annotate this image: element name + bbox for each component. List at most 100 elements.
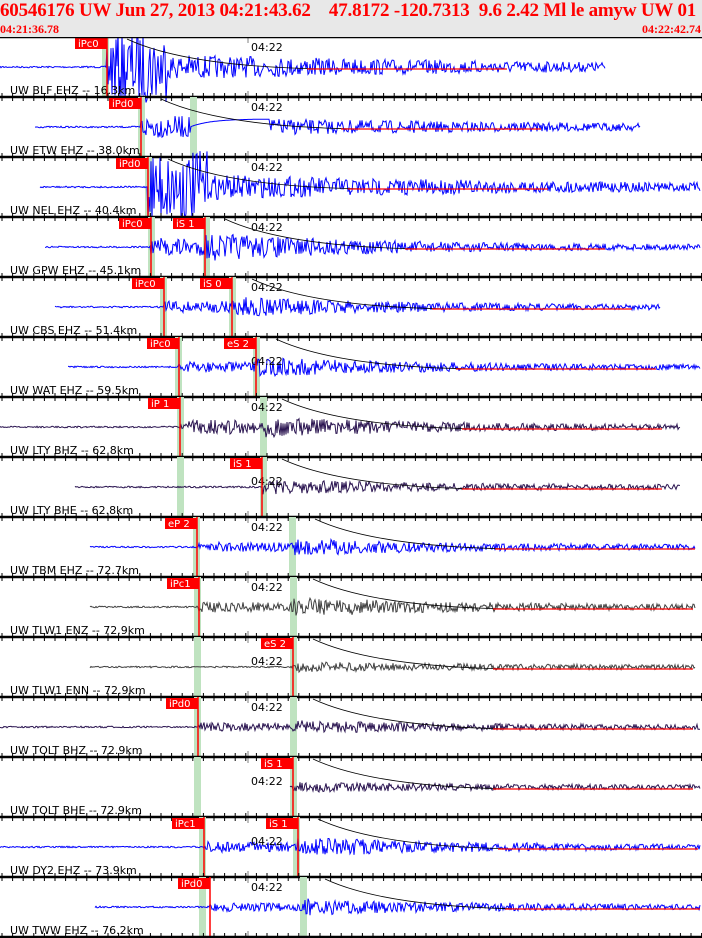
coda-curve [281, 398, 483, 430]
pick-label: iPc0 [122, 219, 143, 230]
pick-label: iS 1 [269, 819, 288, 830]
waveform-trace [74, 479, 680, 495]
pick-label: iS 1 [233, 459, 252, 470]
seismogram-panel: 04:22 UW BLF EHZ -- 16.3km iPc0 04:22 UW ETW… [0, 37, 702, 938]
pick-window [194, 757, 201, 817]
event-header: 60546176 UW Jun 27, 2013 04:21:43.62 47.… [0, 0, 702, 37]
pick-label: iPd0 [181, 879, 203, 890]
pick-label: iPc0 [135, 279, 156, 290]
station-label: UW TLW1 ENZ -- 72.9km [10, 624, 145, 637]
pick-label: iPd0 [119, 159, 141, 170]
pick-label: iPc1 [175, 819, 196, 830]
station-label: UW WAT EHZ -- 59.5km [10, 384, 139, 397]
coda-curve [312, 638, 514, 670]
axis-ticks [1, 93, 702, 101]
waveform-trace [34, 116, 641, 139]
waveform-trace [89, 538, 696, 556]
time-axis [0, 753, 702, 761]
coda-curve [126, 38, 328, 70]
pick-window [290, 697, 297, 757]
trace-row: 04:22 UW WAT EHZ -- 59.5km iPc0 eS 2 [0, 337, 702, 401]
station-label: UW TBM EHZ -- 72.7km [10, 564, 139, 577]
waveform-trace [68, 357, 701, 378]
minute-label: 04:22 [251, 655, 283, 668]
pick-label: iS 1 [264, 759, 283, 770]
waveform-trace [0, 837, 701, 856]
time-axis [0, 813, 702, 821]
time-axis [0, 513, 702, 521]
pick-label: iPc0 [150, 339, 171, 350]
pick-label: iPc0 [78, 39, 99, 50]
coda-curve [224, 218, 426, 250]
station-label: UW TLW1 ENN -- 72.9km [10, 684, 146, 697]
pick-label: iP 1 [151, 399, 169, 410]
time-axis [0, 693, 702, 701]
trace-row: 04:22 UW ETW EHZ -- 38.0km iPd0 [0, 97, 702, 161]
coda-curve [160, 98, 362, 130]
waveform-trace [44, 233, 701, 261]
trace-row: 04:22 UW TBM EHZ -- 72.7km eP 2 [0, 517, 702, 581]
waveform-trace [39, 151, 701, 221]
pick-flag [224, 338, 256, 349]
trace-row: 04:22 UW BLF EHZ -- 16.3km iPc0 [0, 37, 702, 103]
end-time: 04:22:42.74 [642, 22, 701, 36]
station-label: UW TOLT BHE -- 72.9km [10, 804, 142, 817]
time-axis [0, 873, 702, 881]
trace-row: 04:22 UW NEL EHZ -- 40.4km iPd0 [0, 151, 702, 221]
trace-row: 04:22 UW LTY BHE -- 62.8km iS 1 [0, 457, 702, 521]
trace-row: 04:22 UW DY2 EHZ -- 73.9km iPc1 iS 1 [0, 817, 702, 881]
minute-label: 04:22 [251, 701, 283, 714]
pick-flag [148, 398, 180, 409]
pick-flag [147, 338, 179, 349]
minute-label: 04:22 [251, 281, 283, 294]
axis-ticks [1, 693, 702, 701]
waveform-trace [54, 297, 661, 317]
pick-flag [75, 38, 107, 49]
minute-label: 04:22 [251, 355, 283, 368]
pick-flag [173, 218, 205, 229]
coda-curve [314, 518, 516, 550]
time-axis [0, 933, 702, 938]
minute-label: 04:22 [251, 401, 283, 414]
trace-row: 04:22 UW CBS EHZ -- 51.4km iPc0 iS 0 [0, 277, 702, 341]
pick-flag [230, 458, 262, 469]
event-title: 60546176 UW Jun 27, 2013 04:21:43.62 47.… [0, 0, 702, 21]
axis-ticks [1, 813, 702, 821]
station-label: UW LTY BHE -- 62.8km [10, 504, 133, 517]
time-axis [0, 333, 702, 341]
trace-row: 04:22 UW TLW1 ENN -- 72.9km eS 2 [0, 637, 702, 701]
axis-ticks [1, 333, 702, 341]
pick-label: eS 2 [264, 639, 286, 650]
time-axis [0, 273, 702, 281]
pick-flag [178, 878, 210, 889]
station-label: UW CBS EHZ -- 51.4km [10, 324, 137, 337]
minute-label: 04:22 [251, 475, 283, 488]
trace-row: 04:22 UW TWW EHZ -- 76.2km iPd0 [0, 877, 702, 938]
pick-label: iS 1 [176, 219, 195, 230]
coda-curve [312, 698, 514, 730]
pick-label: eP 2 [168, 519, 190, 530]
time-axis [0, 453, 702, 461]
minute-label: 04:22 [251, 41, 283, 54]
pick-label: iS 0 [203, 279, 222, 290]
pick-flag [109, 98, 141, 109]
axis-ticks [1, 873, 702, 881]
time-axis [0, 93, 702, 101]
axis-ticks [1, 933, 702, 938]
pick-flag [166, 698, 198, 709]
axis-ticks [1, 393, 702, 401]
pick-flag [261, 638, 293, 649]
pick-flag [261, 758, 293, 769]
coda-curve [312, 758, 514, 790]
waveform-trace [89, 661, 696, 674]
station-label: UW NEL EHZ -- 40.4km [10, 204, 137, 217]
station-label: UW ETW EHZ -- 38.0km [10, 144, 140, 157]
station-label: UW LTY BHZ -- 62.8km [10, 444, 134, 457]
pick-flag [167, 578, 199, 589]
minute-label: 04:22 [251, 881, 283, 894]
coda-curve [317, 818, 519, 850]
minute-label: 04:22 [251, 161, 283, 174]
pick-window [260, 397, 267, 457]
trace-row: 04:22 UW LTY BHZ -- 62.8km iP 1 [0, 397, 702, 461]
waveform-trace [0, 417, 681, 439]
